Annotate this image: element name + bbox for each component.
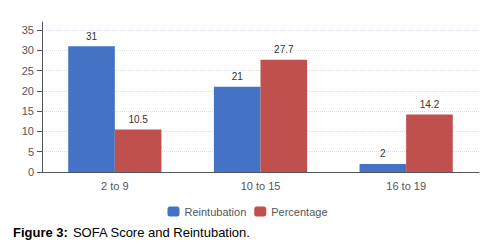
svg-text:5: 5: [28, 146, 34, 158]
svg-text:Percentage: Percentage: [271, 206, 327, 218]
svg-text:35: 35: [22, 24, 34, 36]
svg-text:10.5: 10.5: [128, 114, 148, 125]
svg-text:14.2: 14.2: [420, 99, 440, 110]
svg-text:10 to 15: 10 to 15: [241, 180, 281, 192]
svg-text:10: 10: [22, 125, 34, 137]
svg-text:16 to 19: 16 to 19: [386, 180, 426, 192]
svg-text:0: 0: [28, 166, 34, 178]
svg-text:Figure 3:: Figure 3:: [13, 225, 68, 240]
svg-text:SOFA Score and Reintubation.: SOFA Score and Reintubation.: [73, 225, 250, 240]
svg-text:15: 15: [22, 105, 34, 117]
svg-text:2 to 9: 2 to 9: [101, 180, 129, 192]
svg-text:Reintubation: Reintubation: [184, 206, 246, 218]
svg-text:21: 21: [232, 71, 244, 82]
svg-text:27.7: 27.7: [274, 44, 294, 55]
svg-text:25: 25: [22, 65, 34, 77]
svg-text:30: 30: [22, 44, 34, 56]
svg-text:20: 20: [22, 85, 34, 97]
svg-text:31: 31: [86, 31, 98, 42]
svg-text:2: 2: [380, 148, 386, 159]
